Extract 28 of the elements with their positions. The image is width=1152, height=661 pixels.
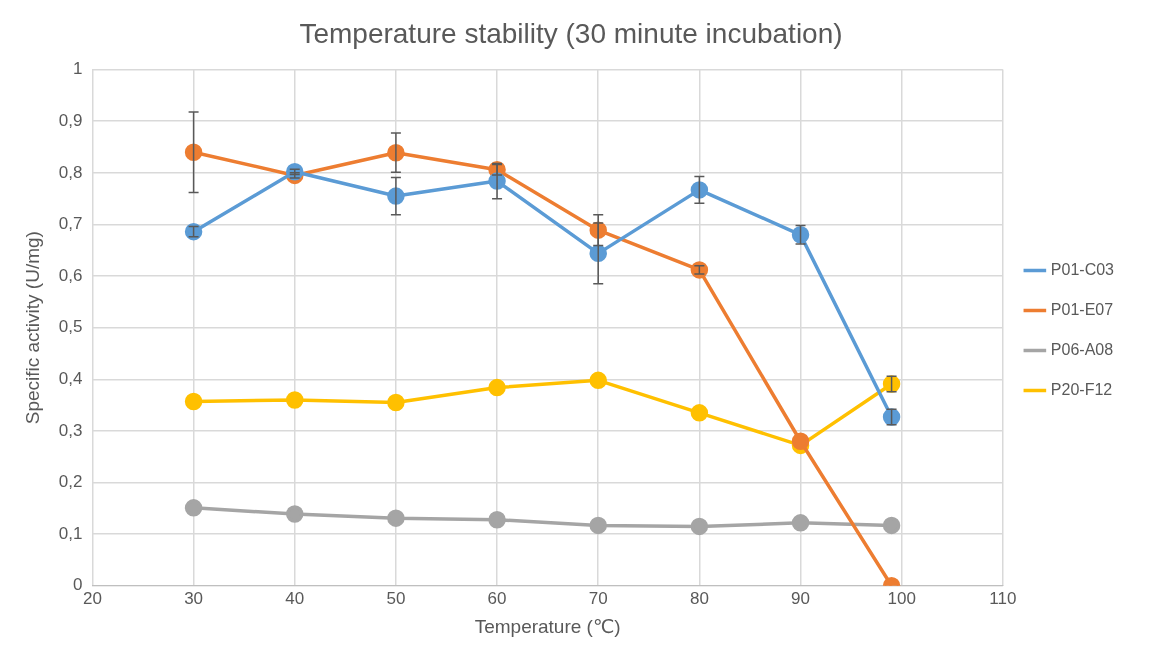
x-tick-label: 20 — [82, 588, 102, 608]
chart-title: Temperature stability (30 minute incubation) — [299, 17, 843, 49]
y-tick-label: 0,5 — [58, 317, 83, 337]
x-axis-title: Temperature (℃) — [474, 615, 621, 637]
x-tick-label: 110 — [989, 588, 1017, 608]
y-tick-label: 0,6 — [58, 265, 83, 285]
y-tick-label: 0,2 — [58, 472, 83, 492]
legend-label: P01-E07 — [1050, 300, 1114, 318]
x-tick-label: 90 — [791, 588, 810, 608]
y-tick-label: 0,1 — [58, 523, 83, 543]
legend-label: P20-F12 — [1050, 380, 1113, 398]
x-tick-label: 70 — [588, 588, 608, 608]
y-tick-label: 0 — [72, 575, 83, 595]
legend-label: P06-A08 — [1050, 340, 1114, 358]
legend-label: P01-C03 — [1050, 260, 1115, 278]
y-tick-label: 0,9 — [58, 110, 83, 130]
y-axis-title: Specific activity (U/mg) — [21, 231, 43, 425]
y-tick-label: 0,8 — [58, 162, 83, 182]
x-tick-label: 100 — [887, 588, 916, 608]
x-tick-label: 50 — [386, 588, 406, 608]
y-tick-label: 0,7 — [58, 214, 83, 234]
y-tick-label: 0,3 — [58, 420, 83, 440]
x-tick-label: 30 — [184, 588, 204, 608]
x-tick-label: 80 — [689, 588, 709, 608]
y-tick-label: 0,4 — [58, 369, 83, 389]
y-tick-label: 1 — [72, 59, 83, 79]
x-tick-label: 60 — [487, 588, 507, 608]
x-tick-label: 40 — [285, 588, 305, 608]
